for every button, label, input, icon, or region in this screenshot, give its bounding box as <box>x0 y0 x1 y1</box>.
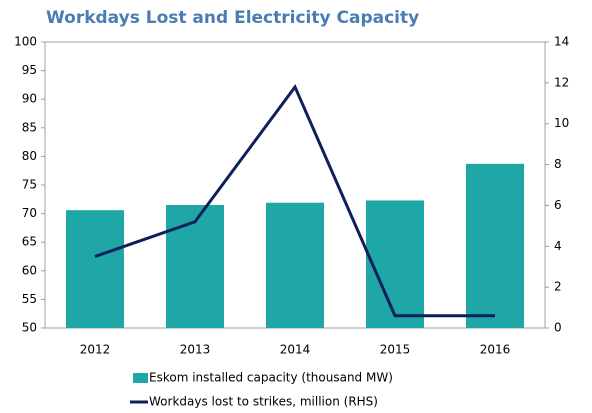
bar <box>266 202 324 328</box>
bar <box>366 200 424 328</box>
y-tick-label: 70 <box>22 206 37 220</box>
chart-title: Workdays Lost and Electricity Capacity <box>46 8 419 28</box>
x-tick-label: 2015 <box>380 343 411 357</box>
y-tick-label: 80 <box>22 149 37 163</box>
y2-tick-label: 2 <box>554 280 562 294</box>
y-tick-label: 50 <box>22 321 37 335</box>
y2-tick-label: 0 <box>554 321 562 335</box>
y2-tick-label: 12 <box>554 75 569 89</box>
y-tick-label: 95 <box>22 63 37 77</box>
y-tick-label: 55 <box>22 292 37 306</box>
y2-tick-label: 8 <box>554 157 562 171</box>
y-tick-label: 90 <box>22 92 37 106</box>
y2-tick-label: 6 <box>554 198 562 212</box>
legend-label: Eskom installed capacity (thousand MW) <box>149 371 393 385</box>
y-tick-label: 75 <box>22 178 37 192</box>
bar <box>166 205 224 328</box>
y2-tick-label: 14 <box>554 35 569 49</box>
y2-tick-label: 10 <box>554 116 569 130</box>
bar <box>466 163 524 328</box>
y-tick-label: 65 <box>22 235 37 249</box>
y-tick-label: 100 <box>14 35 37 49</box>
x-tick-label: 2013 <box>180 343 211 357</box>
x-tick-label: 2012 <box>80 343 111 357</box>
y-tick-label: 60 <box>22 263 37 277</box>
legend-swatch <box>133 373 148 383</box>
y-tick-label: 85 <box>22 120 37 134</box>
bar <box>66 210 124 328</box>
y2-tick-label: 4 <box>554 239 562 253</box>
legend-label: Workdays lost to strikes, million (RHS) <box>149 395 378 409</box>
x-tick-label: 2016 <box>480 343 511 357</box>
line <box>94 83 495 318</box>
x-tick-label: 2014 <box>280 343 311 357</box>
